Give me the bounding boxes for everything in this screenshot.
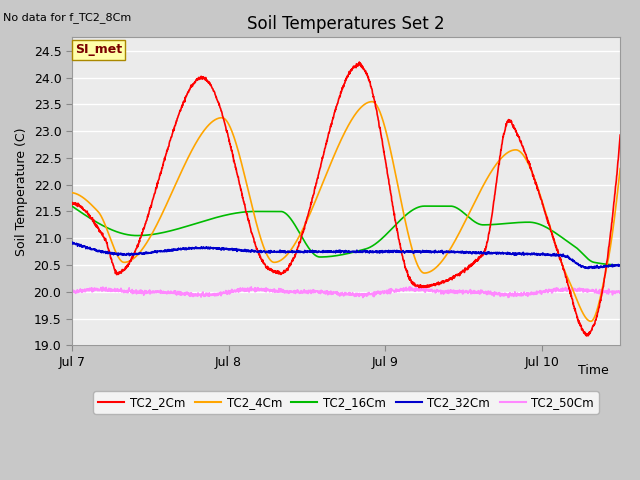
TC2_4Cm	[601, 273, 609, 279]
TC2_4Cm	[68, 190, 76, 195]
TC2_50Cm	[406, 284, 414, 290]
TC2_16Cm	[600, 261, 608, 267]
Text: SI_met: SI_met	[75, 43, 122, 57]
TC2_16Cm	[616, 262, 624, 268]
Line: TC2_32Cm: TC2_32Cm	[72, 242, 620, 269]
TC2_16Cm	[96, 221, 104, 227]
Legend: TC2_2Cm, TC2_4Cm, TC2_16Cm, TC2_32Cm, TC2_50Cm: TC2_2Cm, TC2_4Cm, TC2_16Cm, TC2_32Cm, TC…	[93, 391, 599, 414]
X-axis label: Time: Time	[579, 364, 609, 377]
TC2_4Cm	[335, 143, 342, 148]
TC2_16Cm	[500, 221, 508, 227]
TC2_2Cm	[335, 97, 342, 103]
TC2_4Cm	[320, 177, 328, 183]
TC2_50Cm	[500, 293, 508, 299]
TC2_32Cm	[600, 264, 608, 269]
TC2_50Cm	[68, 289, 76, 295]
TC2_32Cm	[601, 264, 609, 270]
TC2_50Cm	[601, 288, 609, 294]
TC2_4Cm	[96, 211, 104, 217]
TC2_4Cm	[500, 153, 508, 158]
Y-axis label: Soil Temperature (C): Soil Temperature (C)	[15, 127, 28, 256]
TC2_4Cm	[587, 318, 595, 324]
Line: TC2_50Cm: TC2_50Cm	[72, 287, 620, 298]
TC2_50Cm	[96, 287, 104, 292]
TC2_16Cm	[335, 252, 342, 258]
TC2_2Cm	[320, 149, 328, 155]
TC2_50Cm	[359, 295, 367, 300]
Line: TC2_4Cm: TC2_4Cm	[72, 102, 620, 321]
TC2_2Cm	[500, 131, 508, 137]
Text: No data for f_TC2_8Cm: No data for f_TC2_8Cm	[3, 12, 131, 23]
TC2_32Cm	[500, 251, 508, 257]
TC2_2Cm	[582, 333, 590, 339]
TC2_32Cm	[616, 263, 624, 268]
Line: TC2_16Cm: TC2_16Cm	[72, 206, 620, 265]
TC2_16Cm	[600, 261, 608, 267]
TC2_50Cm	[601, 289, 609, 295]
TC2_4Cm	[601, 275, 609, 280]
TC2_2Cm	[355, 59, 363, 65]
TC2_2Cm	[616, 132, 624, 138]
TC2_4Cm	[369, 99, 376, 105]
TC2_32Cm	[335, 249, 342, 255]
TC2_2Cm	[68, 200, 76, 205]
TC2_2Cm	[601, 275, 609, 280]
Line: TC2_2Cm: TC2_2Cm	[72, 62, 620, 336]
TC2_50Cm	[335, 290, 342, 296]
TC2_32Cm	[96, 248, 104, 254]
TC2_16Cm	[68, 203, 76, 209]
TC2_32Cm	[584, 266, 592, 272]
TC2_2Cm	[601, 273, 609, 278]
TC2_50Cm	[320, 289, 328, 295]
TC2_2Cm	[96, 228, 104, 234]
Title: Soil Temperatures Set 2: Soil Temperatures Set 2	[247, 15, 445, 33]
TC2_32Cm	[68, 239, 76, 245]
TC2_32Cm	[320, 249, 328, 255]
TC2_16Cm	[320, 254, 328, 260]
TC2_50Cm	[616, 290, 624, 296]
TC2_4Cm	[616, 166, 624, 171]
